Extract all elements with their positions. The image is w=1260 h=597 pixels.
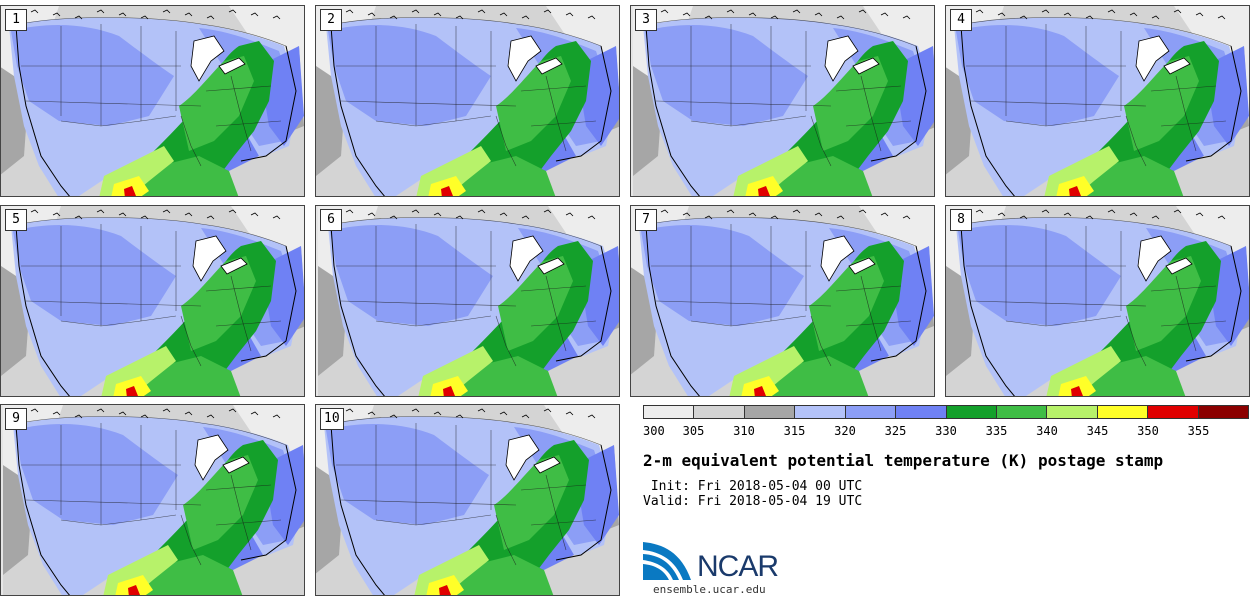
colorbar-tick-label: 335: [985, 424, 1008, 438]
plot-title: 2-m equivalent potential temperature (K)…: [643, 451, 1164, 470]
map-panel: 3: [630, 5, 935, 197]
colorbar-tick-label: 310: [733, 424, 755, 438]
map-graphic: [946, 206, 1249, 396]
map-panel: 2: [315, 5, 620, 197]
map-graphic: [1, 206, 304, 396]
colorbar-swatch: [1047, 406, 1098, 418]
colorbar-swatch: [694, 406, 745, 418]
panel-number: 1: [5, 9, 27, 31]
ncar-logo-icon: [643, 542, 691, 580]
panel-number: 2: [320, 9, 342, 31]
panel-number: 3: [635, 9, 657, 31]
colorbar-tick-label: 355: [1187, 424, 1210, 438]
valid-time: Valid: Fri 2018-05-04 19 UTC: [643, 494, 863, 509]
colorbar-tick-label: 340: [1036, 424, 1058, 438]
colorbar-swatch: [996, 406, 1048, 418]
colorbar-swatch: [795, 406, 846, 418]
map-graphic: [3, 405, 304, 595]
colorbar: [643, 405, 1249, 419]
map-panel: 4: [945, 5, 1250, 197]
map-panel: 1: [0, 5, 305, 197]
panel-number: 5: [5, 209, 27, 231]
colorbar-swatch: [644, 406, 695, 418]
colorbar-tick-label: 345: [1086, 424, 1109, 438]
colorbar-swatch: [896, 406, 947, 418]
colorbar-swatch: [744, 406, 796, 418]
colorbar-ticks: 300 305 310 315 320 325 330 335 340 345 350 355: [643, 424, 1249, 440]
colorbar-swatch: [1198, 406, 1249, 418]
map-panel: 5: [0, 205, 305, 397]
colorbar-tick-label: 305: [682, 424, 705, 438]
colorbar-tick-label: 315: [783, 424, 806, 438]
map-panel: 10: [315, 404, 620, 596]
colorbar-swatch: [946, 406, 997, 418]
map-graphic: [633, 6, 934, 196]
colorbar-tick-label: 320: [834, 424, 856, 438]
init-time: Init: Fri 2018-05-04 00 UTC: [643, 479, 863, 494]
map-panel: 7: [630, 205, 935, 397]
map-graphic: [1, 6, 304, 196]
ncar-logo-text: NCAR: [697, 550, 779, 583]
panel-number: 6: [320, 209, 342, 231]
map-graphic: [316, 405, 619, 595]
panel-number: 10: [320, 408, 344, 430]
colorbar-tick-label: 350: [1137, 424, 1159, 438]
colorbar-tick-label: 300: [643, 424, 665, 438]
map-graphic: [946, 6, 1249, 196]
source-url: ensemble.ucar.edu: [653, 583, 766, 596]
colorbar-swatch: [845, 406, 897, 418]
colorbar-tick-label: 325: [884, 424, 907, 438]
map-graphic: [316, 6, 619, 196]
colorbar-swatch: [1148, 406, 1199, 418]
map-panel: 6: [315, 205, 620, 397]
panel-number: 8: [950, 209, 972, 231]
colorbar-swatch: [1097, 406, 1149, 418]
map-panel: 9: [0, 404, 305, 596]
colorbar-tick-label: 330: [935, 424, 957, 438]
map-panel: 8: [945, 205, 1250, 397]
panel-number: 4: [950, 9, 972, 31]
map-graphic: [318, 206, 619, 396]
panel-number: 7: [635, 209, 657, 231]
panel-number: 9: [5, 408, 27, 430]
map-graphic: [631, 206, 934, 396]
